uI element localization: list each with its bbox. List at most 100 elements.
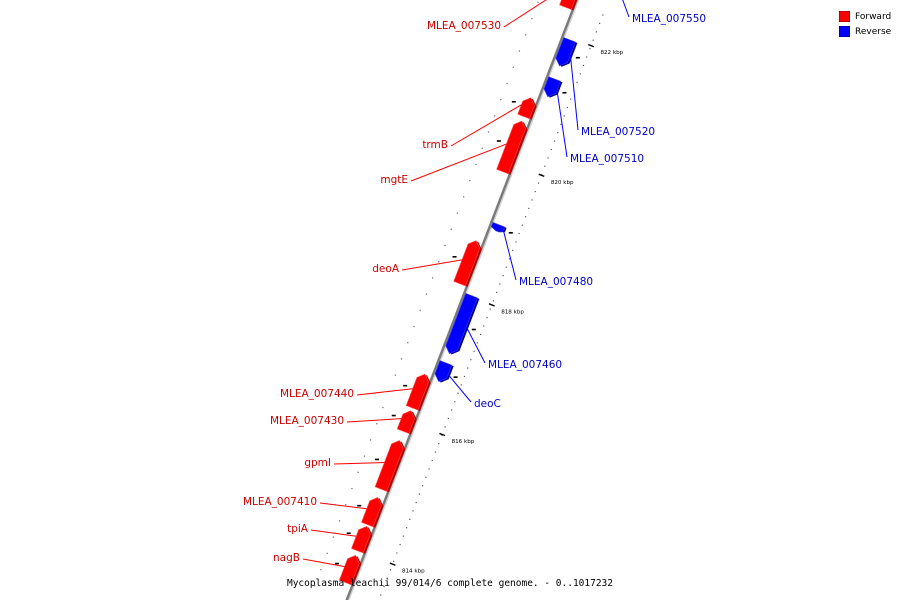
ruler-dot xyxy=(393,560,395,562)
ruler-dot xyxy=(463,375,466,378)
ruler-dot xyxy=(396,552,398,554)
ruler-dot xyxy=(512,249,514,251)
gene-marker xyxy=(452,255,457,258)
ruler-dot xyxy=(502,274,504,277)
ruler-dot xyxy=(399,543,401,546)
gene-MLEA_007410-leader xyxy=(319,502,367,510)
gene-deoA-arrow xyxy=(453,240,481,287)
ruler-dot xyxy=(415,501,417,504)
ruler-dot xyxy=(560,123,562,125)
gene-MLEA_007440-leader xyxy=(356,388,413,396)
track-dot xyxy=(512,66,514,68)
track-dot xyxy=(463,196,465,198)
track-dot xyxy=(338,520,341,522)
track-dot xyxy=(363,455,365,457)
gene-MLEA_007430-leader xyxy=(346,418,402,423)
gene-nagB-label: nagB xyxy=(273,552,300,564)
gene-marker xyxy=(496,140,501,142)
ruler-dot xyxy=(386,577,388,579)
ruler-dot xyxy=(586,56,588,58)
ruler-dot xyxy=(405,527,408,529)
track-dot xyxy=(494,115,496,117)
ruler-dot xyxy=(496,291,498,293)
ruler-tick xyxy=(439,432,446,437)
ruler-dot xyxy=(505,266,507,268)
ruler-dot xyxy=(425,476,427,478)
ruler-dot xyxy=(599,22,601,25)
track-dot xyxy=(469,180,471,182)
ruler-dot xyxy=(563,115,565,117)
ruler-dot xyxy=(550,148,552,151)
track-dot xyxy=(425,293,428,295)
ruler-dot xyxy=(418,493,421,495)
ruler-dot xyxy=(515,241,517,243)
ruler-dot xyxy=(389,569,392,571)
gene-MLEA_007480-arrow xyxy=(490,222,505,232)
gene-deoC-leader xyxy=(447,374,472,403)
gene-marker xyxy=(335,562,340,565)
ruler-tick-label: 816 kbp xyxy=(452,439,475,445)
gene-deoA-leader xyxy=(401,259,463,271)
ruler-dot xyxy=(454,401,456,403)
gene-MLEA_007460-arrow xyxy=(445,293,478,354)
ruler-dot xyxy=(525,216,527,218)
gene-tpiA-leader xyxy=(310,529,357,537)
ruler-dot xyxy=(531,199,533,201)
ruler-dot xyxy=(483,325,485,327)
gene-MLEA_007530-label: MLEA_007530 xyxy=(427,20,501,32)
track-dot xyxy=(345,504,347,506)
gene-MLEA_007460-leader xyxy=(465,326,486,364)
gene-deoC-arrow xyxy=(434,360,453,382)
ruler-dot xyxy=(412,510,414,512)
genome-caption: Mycoplasma leachii 99/014/6 complete gen… xyxy=(286,578,613,589)
gene-deoA-label: deoA xyxy=(372,263,400,275)
track-dot xyxy=(531,18,533,20)
track-dot xyxy=(413,325,415,328)
track-dot xyxy=(506,82,508,85)
track-dot xyxy=(487,131,490,133)
gene-MLEA_007480-leader xyxy=(502,230,517,281)
track-dot xyxy=(438,261,440,263)
ruler-dot xyxy=(457,392,459,394)
gene-marker xyxy=(508,232,513,234)
gene-marker xyxy=(403,384,408,387)
ruler-dot xyxy=(602,14,604,16)
gene-MLEA_007520-leader xyxy=(569,55,579,131)
ruler-dot xyxy=(431,459,433,462)
ruler-dot xyxy=(486,317,488,319)
gene-nagB-arrow xyxy=(338,554,360,586)
ruler-dot xyxy=(582,64,585,67)
gene-marker xyxy=(391,414,396,417)
ruler-dot xyxy=(566,106,569,109)
ruler-dot xyxy=(537,182,540,184)
track-dot xyxy=(481,147,483,149)
ruler-dot xyxy=(434,451,437,453)
gene-gpmI-label: gpmI xyxy=(304,457,331,469)
gene-trmB-label: trmB xyxy=(422,139,448,151)
gene-tpiA-arrow xyxy=(351,525,371,554)
track-dot xyxy=(320,568,322,571)
legend-reverse-swatch xyxy=(839,26,850,37)
ruler-tick-label: 818 kbp xyxy=(501,309,524,315)
ruler-dot xyxy=(576,81,578,83)
ruler-dot xyxy=(518,232,520,235)
gene-gpmI-arrow xyxy=(374,440,404,492)
track-dot xyxy=(432,277,434,279)
ruler-dot xyxy=(492,300,495,302)
ruler-dot xyxy=(557,132,559,134)
gene-marker xyxy=(346,532,351,535)
ruler-tick-label: 822 kbp xyxy=(600,50,623,56)
track-dot xyxy=(369,439,372,441)
ruler-dot xyxy=(479,333,482,336)
ruler-dot xyxy=(592,39,594,41)
legend-forward-label: Forward xyxy=(855,11,892,22)
ruler-tick xyxy=(488,303,495,307)
ruler-dot xyxy=(589,48,591,50)
ruler-dot xyxy=(499,283,501,285)
gene-nagB-leader xyxy=(302,558,345,568)
ruler-dot xyxy=(470,359,472,361)
track-dot xyxy=(332,536,334,538)
track-dot xyxy=(456,212,459,214)
track-dot xyxy=(314,585,316,587)
ruler-dot xyxy=(467,367,469,369)
